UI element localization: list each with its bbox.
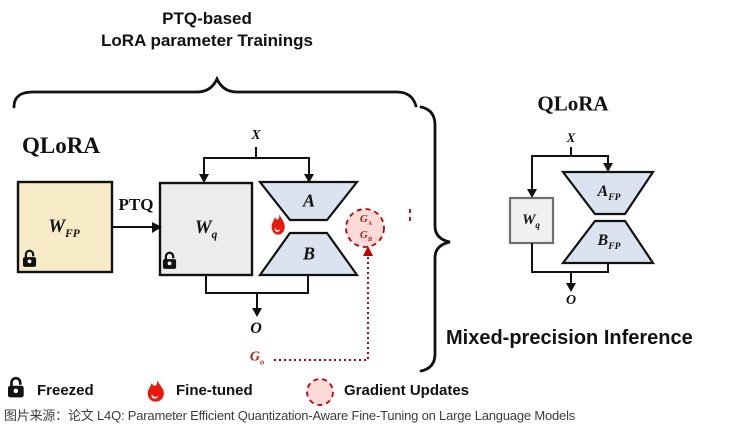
gradient-updates-circle <box>345 208 385 248</box>
flame-icon-legend <box>147 380 164 402</box>
grad-a-main: G <box>359 212 368 225</box>
figure-title-line1: PTQ-based <box>162 9 252 28</box>
figure-title-line2: LoRA parameter Trainings <box>101 31 313 50</box>
wq-inference-sub: q <box>535 220 540 230</box>
flame-icon-training <box>271 214 285 235</box>
gradient-flow-dotted-path <box>274 255 369 361</box>
wq-training-sub: q <box>211 228 218 241</box>
grad-o-main: G <box>249 349 260 365</box>
ptq-arrow-label: PTQ <box>118 195 154 214</box>
lora-b-trapezoid <box>257 231 360 277</box>
wq-inference-label: Wq <box>522 212 540 230</box>
training-scope-brace <box>12 75 418 109</box>
inference-qlora-title: QLoRA <box>537 91 609 116</box>
inference-o-label: O <box>565 293 577 308</box>
grad-o-sub: o <box>259 357 265 367</box>
lora-afp-label: AFP <box>598 183 621 203</box>
wq-training-main: W <box>194 217 212 239</box>
lora-a-trapezoid <box>257 180 360 222</box>
lora-a-label: A <box>302 190 316 211</box>
inference-caption: Mixed-precision Inference <box>446 327 693 349</box>
lock-icon-legend <box>8 376 24 398</box>
bfp-sub: FP <box>608 241 621 253</box>
legend-freezed-label: Freezed <box>37 382 94 399</box>
lora-bfp-label: BFP <box>598 232 621 252</box>
wq-training-label: Wq <box>195 217 218 241</box>
wq-box-inference <box>508 196 555 245</box>
grad-o-label: Go <box>250 350 264 367</box>
lora-b-label: B <box>302 243 316 264</box>
inference-scope-brace <box>419 105 451 373</box>
inference-connector-lines <box>531 147 609 284</box>
grad-a-label: GA <box>360 213 372 227</box>
figure-title: PTQ-based LoRA parameter Trainings <box>57 8 357 52</box>
legend-fine-tuned-label: Fine-tuned <box>176 382 253 399</box>
training-o-label: O <box>250 320 262 337</box>
lock-icon-wq <box>163 251 177 269</box>
gradient-updates-legend-circle <box>306 378 334 406</box>
afp-main: A <box>597 182 609 200</box>
training-qlora-title: QLoRA <box>22 133 100 158</box>
lora-afp-trapezoid <box>560 170 656 216</box>
grad-b-label: GB <box>360 229 372 243</box>
bfp-main: B <box>597 231 609 249</box>
training-arrowheads <box>152 174 314 317</box>
grad-b-main: G <box>359 228 368 241</box>
wfp-sub: FP <box>65 227 80 240</box>
lock-icon-wfp <box>23 249 37 267</box>
source-caption: 图片来源：论文 L4Q: Parameter Efficient Quantiz… <box>4 408 576 423</box>
afp-sub: FP <box>608 192 621 204</box>
wfp-label: WFP <box>48 216 79 240</box>
inference-arrowheads <box>527 163 613 292</box>
grad-b-sub: B <box>367 236 373 244</box>
inference-x-label: X <box>566 130 576 145</box>
training-connector-lines <box>112 147 310 309</box>
legend-gradient-updates-label: Gradient Updates <box>344 382 470 399</box>
gradient-flow-arrowhead <box>363 246 373 256</box>
training-x-label: X <box>251 128 261 143</box>
lora-bfp-trapezoid <box>560 219 656 265</box>
wfp-main: W <box>48 216 66 238</box>
grad-a-sub: A <box>367 220 373 228</box>
wq-inference-main: W <box>522 212 536 228</box>
